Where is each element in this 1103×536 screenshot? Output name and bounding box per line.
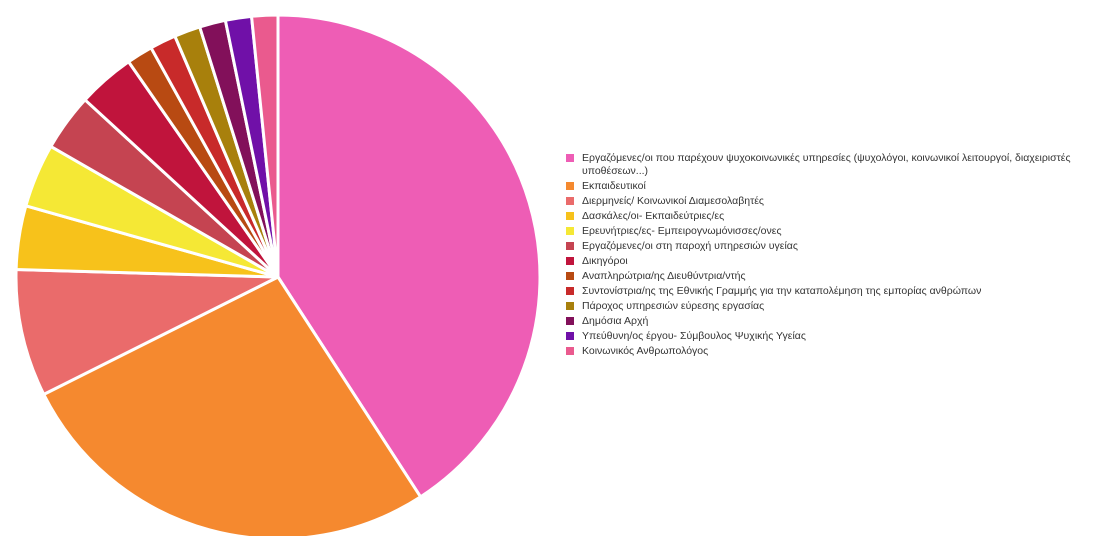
pie-chart xyxy=(14,13,542,536)
legend-swatch xyxy=(566,212,574,220)
legend-item: Δικηγόροι xyxy=(566,255,1096,268)
legend-label: Κοινωνικός Ανθρωπολόγος xyxy=(582,345,709,357)
legend-label: Πάροχος υπηρεσιών εύρεσης εργασίας xyxy=(582,300,765,312)
legend-swatch xyxy=(566,302,574,310)
legend-item: Δημόσια Αρχή xyxy=(566,315,1096,328)
legend-item: Εργαζόμενες/οι που παρέχουν ψυχοκοινωνικ… xyxy=(566,152,1096,178)
pie-slice xyxy=(42,275,423,536)
legend-label: Εργαζόμενες/οι που παρέχουν ψυχοκοινωνικ… xyxy=(582,152,1071,177)
pie-slice xyxy=(250,13,280,279)
legend-item: Εκπαιδευτικοί xyxy=(566,180,1096,193)
legend-swatch xyxy=(566,197,574,205)
legend-label: Εκπαιδευτικοί xyxy=(582,180,646,192)
legend-item: Συντονίστρια/ης της Εθνικής Γραμμής για … xyxy=(566,285,1096,298)
legend-item: Υπεύθυνη/ος έργου- Σύμβουλος Ψυχικής Υγε… xyxy=(566,330,1096,343)
legend-swatch xyxy=(566,242,574,250)
legend-item: Διερμηνείς/ Κοινωνικοί Διαμεσολαβητές xyxy=(566,195,1096,208)
legend-swatch xyxy=(566,257,574,265)
legend-swatch xyxy=(566,154,574,162)
legend-label: Δασκάλες/οι- Εκπαιδεύτριες/ες xyxy=(582,210,725,222)
legend-swatch xyxy=(566,287,574,295)
legend-swatch xyxy=(566,332,574,340)
legend-item: Ερευνήτριες/ες- Εμπειρογνωμόνισσες/ονες xyxy=(566,225,1096,238)
legend-item: Δασκάλες/οι- Εκπαιδεύτριες/ες xyxy=(566,210,1096,223)
legend: Εργαζόμενες/οι που παρέχουν ψυχοκοινωνικ… xyxy=(566,152,1096,360)
legend-label: Δημόσια Αρχή xyxy=(582,315,649,327)
legend-label: Υπεύθυνη/ος έργου- Σύμβουλος Ψυχικής Υγε… xyxy=(582,330,806,342)
legend-swatch xyxy=(566,272,574,280)
legend-item: Εργαζόμενες/οι στη παροχή υπηρεσιών υγεί… xyxy=(566,240,1096,253)
pie-slice xyxy=(14,268,280,396)
legend-swatch xyxy=(566,317,574,325)
legend-item: Πάροχος υπηρεσιών εύρεσης εργασίας xyxy=(566,300,1096,313)
legend-item: Κοινωνικός Ανθρωπολόγος xyxy=(566,345,1096,358)
legend-label: Αναπληρώτρια/ης Διευθύντρια/ντής xyxy=(582,270,746,282)
legend-swatch xyxy=(566,347,574,355)
legend-swatch xyxy=(566,182,574,190)
legend-label: Ερευνήτριες/ες- Εμπειρογνωμόνισσες/ονες xyxy=(582,225,782,237)
legend-label: Διερμηνείς/ Κοινωνικοί Διαμεσολαβητές xyxy=(582,195,764,207)
legend-label: Εργαζόμενες/οι στη παροχή υπηρεσιών υγεί… xyxy=(582,240,798,252)
legend-label: Δικηγόροι xyxy=(582,255,628,267)
legend-item: Αναπληρώτρια/ης Διευθύντρια/ντής xyxy=(566,270,1096,283)
pie-svg xyxy=(14,13,542,536)
legend-label: Συντονίστρια/ης της Εθνικής Γραμμής για … xyxy=(582,285,982,297)
legend-swatch xyxy=(566,227,574,235)
